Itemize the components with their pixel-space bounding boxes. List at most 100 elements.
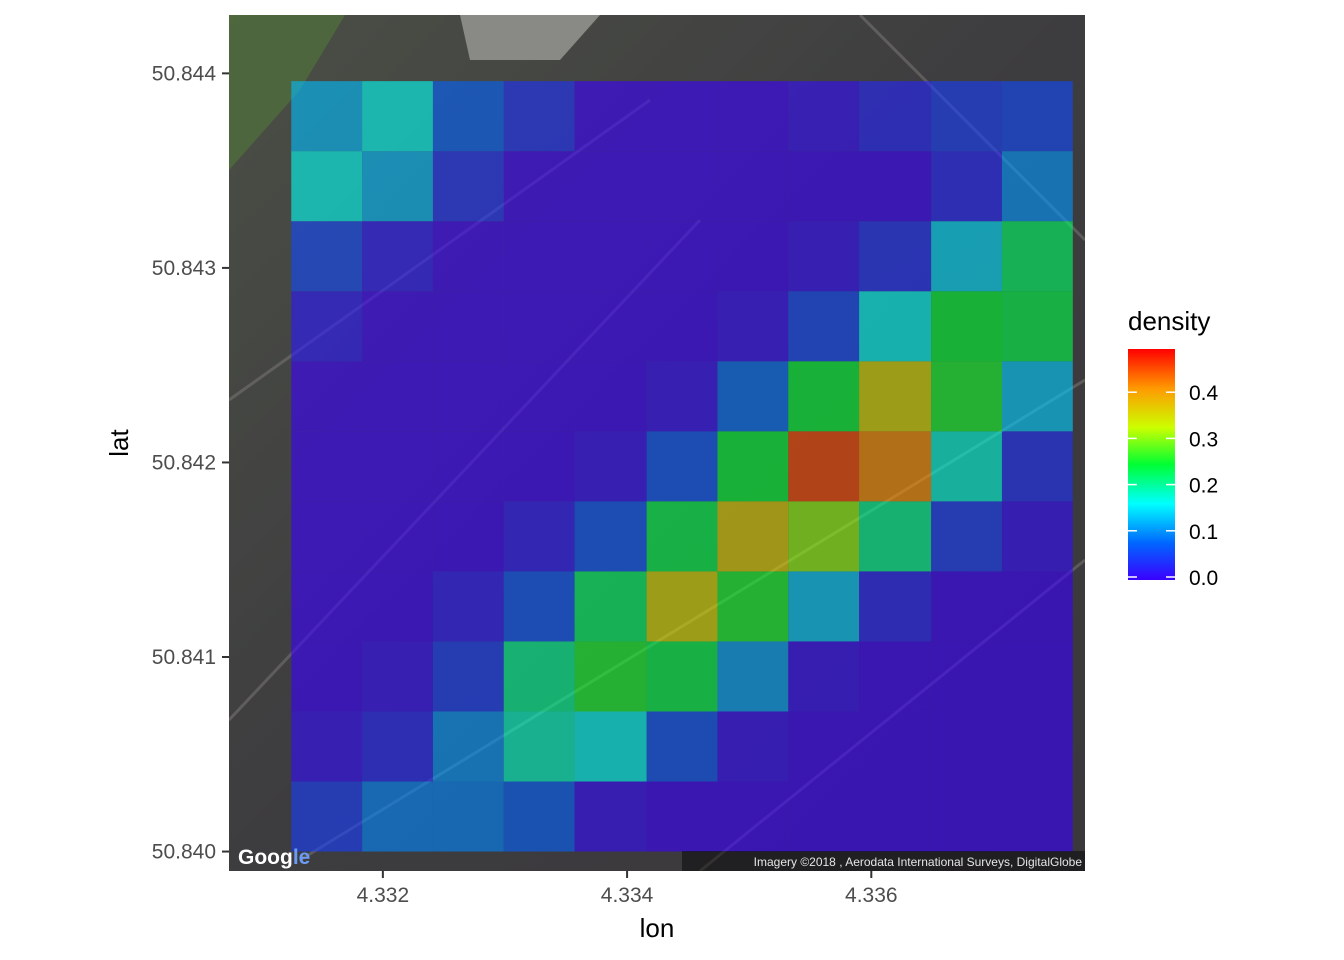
heatmap-cell xyxy=(1001,81,1073,152)
heatmap-cell xyxy=(574,781,647,852)
heatmap-cell xyxy=(291,81,363,152)
heatmap-cell xyxy=(574,361,647,432)
heatmap-cell xyxy=(503,361,575,432)
heatmap-cell xyxy=(291,221,363,292)
heatmap-cell xyxy=(503,81,575,152)
heatmap-cell xyxy=(432,711,504,782)
heatmap-cell xyxy=(1001,711,1073,782)
heatmap-cell xyxy=(1001,221,1073,292)
heatmap-cell xyxy=(931,151,1002,222)
heatmap-cell xyxy=(291,501,363,572)
heatmap-cell xyxy=(717,361,789,432)
heatmap-cell xyxy=(362,781,433,852)
heatmap-cell xyxy=(859,641,932,712)
heatmap-cell xyxy=(788,291,860,362)
heatmap-cell xyxy=(1001,571,1073,642)
y-axis: 50.840 50.841 50.842 50.843 50.844 xyxy=(152,62,229,864)
heatmap-cell xyxy=(859,431,932,502)
heatmap-cell xyxy=(859,711,932,782)
heatmap-cell xyxy=(788,81,860,152)
google-logo: Google xyxy=(238,846,310,869)
heatmap-cell xyxy=(574,571,647,642)
heatmap-cell xyxy=(646,361,718,432)
heatmap-cell xyxy=(503,431,575,502)
heatmap-cell xyxy=(291,571,363,642)
legend-label: 0.1 xyxy=(1189,521,1218,544)
heatmap-cell xyxy=(931,501,1002,572)
heatmap-cell xyxy=(503,781,575,852)
heatmap-cell xyxy=(859,501,932,572)
heatmap-cell xyxy=(788,361,860,432)
heatmap-cell xyxy=(859,81,932,152)
heatmap-cell xyxy=(1001,641,1073,712)
heatmap-cell xyxy=(859,291,932,362)
heatmap-cell xyxy=(859,781,932,852)
heatmap-cell xyxy=(931,641,1002,712)
heatmap-cell xyxy=(788,431,860,502)
heatmap-cell xyxy=(503,641,575,712)
x-tick-label: 4.334 xyxy=(601,884,654,907)
heatmap-cell xyxy=(788,151,860,222)
heatmap-cell xyxy=(362,711,433,782)
heatmap-cell xyxy=(788,641,860,712)
heatmap-cell xyxy=(432,81,504,152)
heatmap-cell xyxy=(291,781,363,852)
heatmap-cell xyxy=(362,571,433,642)
y-tick-label: 50.840 xyxy=(152,841,216,864)
heatmap-cell xyxy=(432,571,504,642)
heatmap-cell xyxy=(291,641,363,712)
heatmap-cell xyxy=(291,431,363,502)
heatmap-cell xyxy=(432,501,504,572)
heatmap-cell xyxy=(362,501,433,572)
heatmap-cell xyxy=(432,361,504,432)
heatmap-cell xyxy=(291,711,363,782)
x-axis: 4.332 4.334 4.336 xyxy=(357,871,898,907)
heatmap-cell xyxy=(574,221,647,292)
x-axis-title: lon xyxy=(640,913,675,943)
heatmap-cell xyxy=(574,501,647,572)
heatmap-cell xyxy=(362,221,433,292)
heatmap-cell xyxy=(574,641,647,712)
heatmap-cell xyxy=(362,291,433,362)
heatmap-cell xyxy=(646,641,718,712)
heatmap-cell xyxy=(646,81,718,152)
heatmap-cell xyxy=(291,291,363,362)
heatmap-cell xyxy=(432,151,504,222)
x-tick-label: 4.336 xyxy=(845,884,898,907)
heatmap-cell xyxy=(432,291,504,362)
heatmap-cell xyxy=(1001,781,1073,852)
heatmap-cell xyxy=(1001,431,1073,502)
heatmap-cell xyxy=(432,781,504,852)
heatmap-cell xyxy=(646,711,718,782)
heatmap-cells xyxy=(291,81,1073,852)
heatmap-cell xyxy=(788,571,860,642)
heatmap-cell xyxy=(931,781,1002,852)
heatmap-cell xyxy=(291,361,363,432)
heatmap-cell xyxy=(291,151,363,222)
heatmap-cell xyxy=(931,571,1002,642)
heatmap-cell xyxy=(503,711,575,782)
heatmap-cell xyxy=(1001,291,1073,362)
heatmap-cell xyxy=(788,781,860,852)
heatmap-cell xyxy=(717,781,789,852)
heatmap-cell xyxy=(503,151,575,222)
heatmap-cell xyxy=(931,361,1002,432)
map-attribution: Imagery ©2018 , Aerodata International S… xyxy=(754,855,1083,869)
heatmap-cell xyxy=(931,291,1002,362)
heatmap-cell xyxy=(788,501,860,572)
heatmap-cell xyxy=(788,221,860,292)
heatmap-cell xyxy=(432,221,504,292)
heatmap-cell xyxy=(717,641,789,712)
heatmap-cell xyxy=(574,291,647,362)
y-tick-label: 50.843 xyxy=(152,257,216,280)
heatmap-cell xyxy=(362,81,433,152)
heatmap-cell xyxy=(362,151,433,222)
y-tick-label: 50.844 xyxy=(152,62,217,85)
heatmap-cell xyxy=(646,291,718,362)
heatmap-cell xyxy=(717,431,789,502)
heatmap-cell xyxy=(503,221,575,292)
y-tick-label: 50.841 xyxy=(152,646,216,669)
heatmap-cell xyxy=(574,431,647,502)
heatmap-cell xyxy=(717,571,789,642)
heatmap-cell xyxy=(503,571,575,642)
